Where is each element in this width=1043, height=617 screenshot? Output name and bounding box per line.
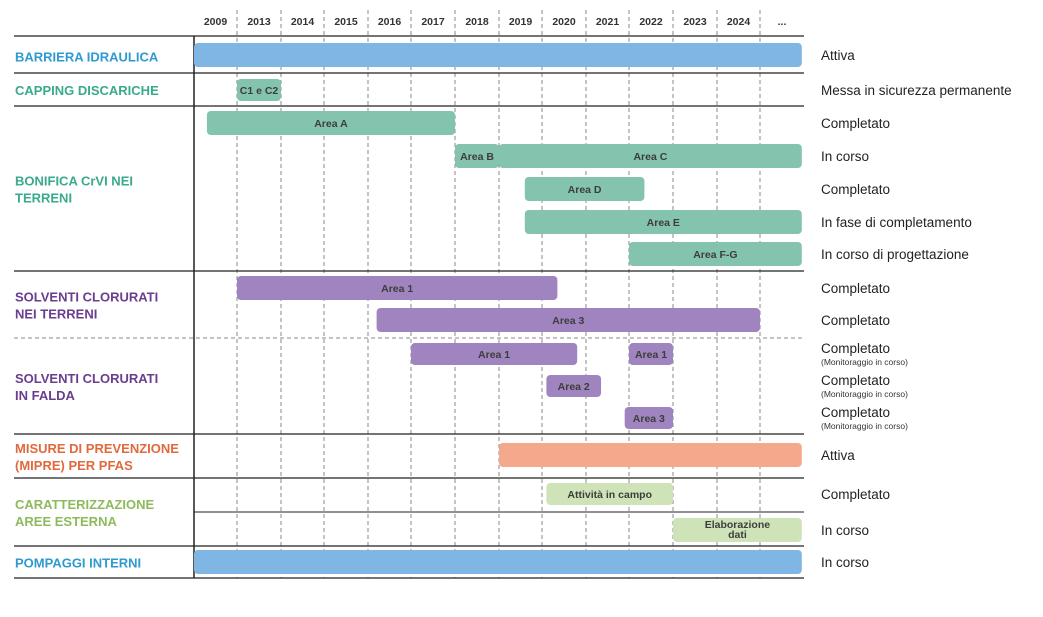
- year-label: 2015: [334, 16, 358, 28]
- task-bar: [629, 242, 802, 266]
- category-label: CAPPING DISCARICHE: [15, 83, 159, 98]
- task-bar: [237, 276, 558, 300]
- year-label: 2009: [204, 16, 228, 28]
- task-bar: [546, 483, 673, 505]
- task-bar: [237, 79, 281, 101]
- year-label: 2013: [247, 16, 271, 28]
- task-bar: [524, 177, 645, 201]
- task-label: Area E: [647, 217, 680, 229]
- category-label: CARATTERIZZAZIONE AREE ESTERNA: [15, 497, 154, 529]
- task-status: Attiva: [821, 48, 855, 63]
- task-bar: [673, 518, 802, 542]
- year-label: 2018: [465, 16, 489, 28]
- year-label: ...: [778, 16, 787, 28]
- year-label: 2020: [552, 16, 576, 28]
- task-status-note: (Monitoraggio in corso): [821, 357, 908, 367]
- task-bar: [499, 443, 802, 467]
- year-label: 2019: [509, 16, 533, 28]
- task-label: Area F-G: [693, 249, 737, 261]
- year-label: 2022: [639, 16, 663, 28]
- task-label: Area 2: [558, 381, 590, 393]
- task-label: Area 1: [381, 283, 413, 295]
- year-label: 2017: [421, 16, 445, 28]
- task-label: Area C: [633, 151, 667, 163]
- task-label: Area B: [460, 151, 494, 163]
- task-label: Area D: [568, 184, 602, 196]
- task-status: In corso: [821, 149, 869, 164]
- task-bar: [499, 144, 802, 168]
- task-status: Completato: [821, 313, 890, 328]
- task-status: In corso: [821, 523, 869, 538]
- task-bar: [194, 550, 802, 574]
- task-status: In corso di progettazione: [821, 247, 969, 262]
- task-label: Area 3: [633, 413, 665, 425]
- task-status: In corso: [821, 555, 869, 570]
- category-label: SOLVENTI CLORURATI NEI TERRENI: [15, 290, 158, 322]
- task-label: Elaborazione dati: [705, 519, 771, 541]
- year-label: 2023: [683, 16, 707, 28]
- task-bar: [546, 375, 602, 397]
- task-label: Area A: [314, 118, 348, 130]
- task-status: Attiva: [821, 448, 855, 463]
- task-status: Completato: [821, 373, 890, 388]
- year-label: 2021: [596, 16, 620, 28]
- year-label: 2014: [291, 16, 315, 28]
- task-bar: [194, 43, 802, 67]
- category-label: MISURE DI PREVENZIONE (MIPRE) PER PFAS: [15, 441, 179, 473]
- task-bar: [624, 407, 673, 429]
- task-status: Completato: [821, 487, 890, 502]
- year-label: 2016: [378, 16, 402, 28]
- task-bar: [411, 343, 578, 365]
- category-label: POMPAGGI INTERNI: [15, 556, 141, 571]
- task-label: Attività in campo: [567, 489, 652, 501]
- task-label: C1 e C2: [240, 85, 279, 97]
- task-label: Area 3: [552, 315, 584, 327]
- task-label: Area 1: [478, 349, 510, 361]
- task-status: Completato: [821, 341, 890, 356]
- category-label: BARRIERA IDRAULICA: [15, 50, 159, 65]
- task-status: Completato: [821, 281, 890, 296]
- task-status: In fase di completamento: [821, 215, 972, 230]
- task-bar: [629, 343, 673, 365]
- task-status: Completato: [821, 116, 890, 131]
- task-status: Completato: [821, 405, 890, 420]
- task-bar: [376, 308, 760, 332]
- category-label: BONIFICA CrVI NEI TERRENI: [15, 174, 133, 206]
- task-status-note: (Monitoraggio in corso): [821, 389, 908, 399]
- task-bar: [455, 144, 499, 168]
- year-label: 2024: [727, 16, 751, 28]
- task-bar: [206, 111, 455, 135]
- task-bar: [524, 210, 802, 234]
- task-status: Completato: [821, 182, 890, 197]
- category-label: SOLVENTI CLORURATI IN FALDA: [15, 371, 158, 403]
- task-status-note: (Monitoraggio in corso): [821, 421, 908, 431]
- task-label: Area 1: [635, 349, 667, 361]
- task-status: Messa in sicurezza permanente: [821, 83, 1012, 98]
